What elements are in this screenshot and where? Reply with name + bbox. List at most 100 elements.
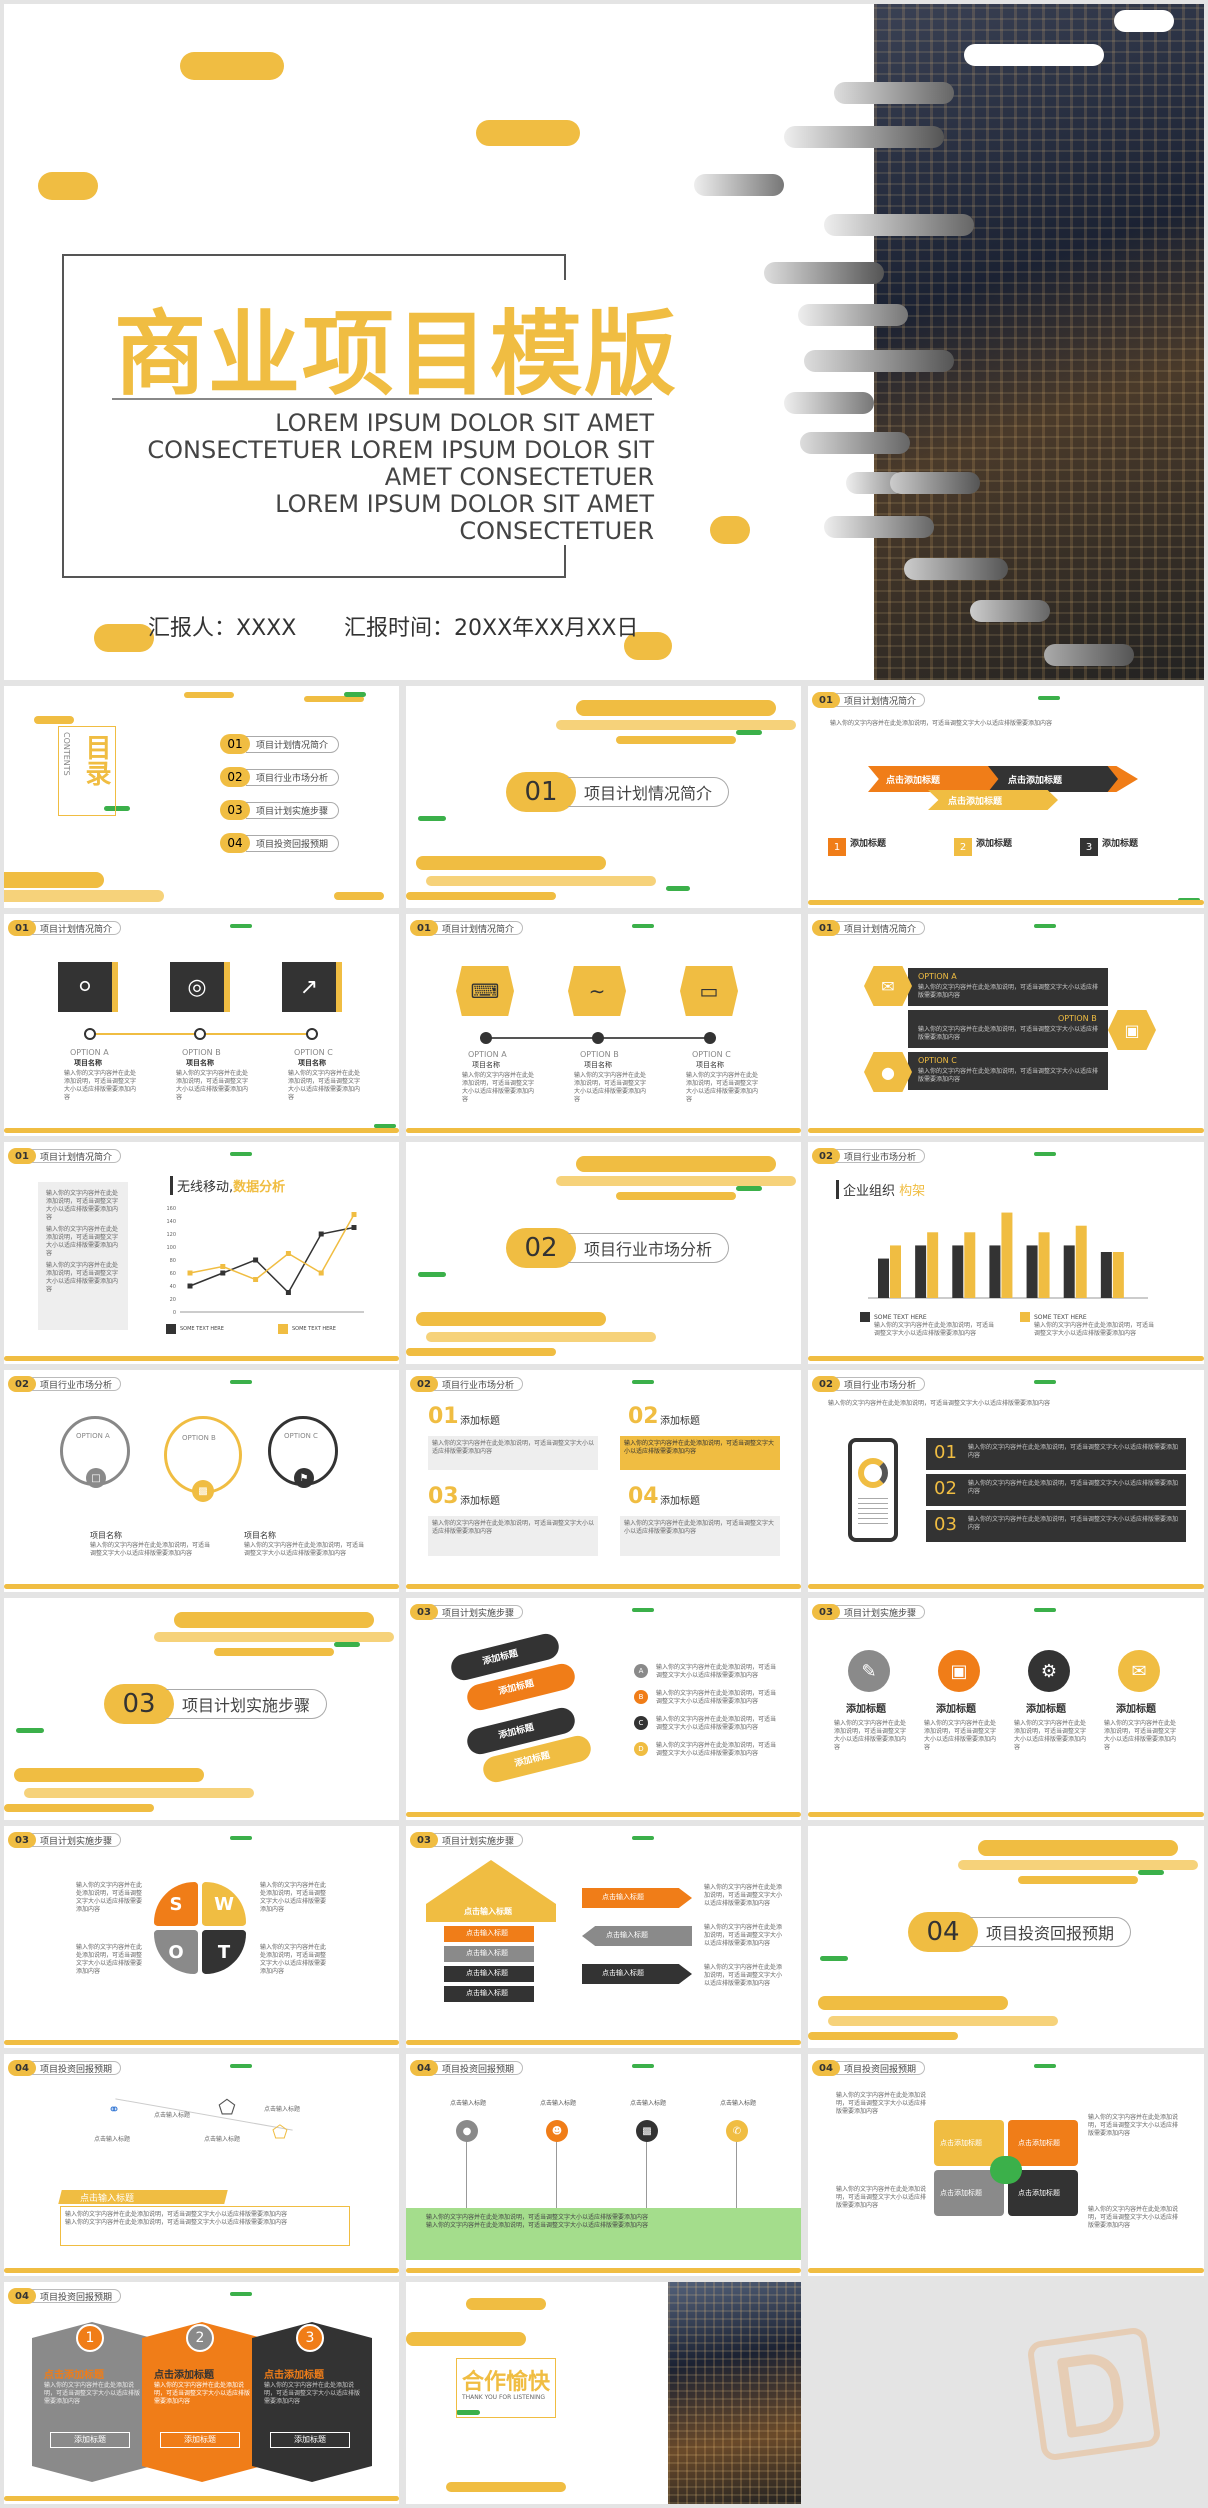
decor-pill	[4, 1584, 399, 1589]
cover-slide[interactable]: 商业项目模版 LOREM IPSUM DOLOR SIT AMET CONSEC…	[4, 4, 1204, 680]
reporter-text: 汇报人：XXXX	[148, 616, 297, 641]
decor-pill	[710, 516, 750, 544]
arrow-up-body	[426, 1904, 556, 1922]
vert-line	[466, 2126, 467, 2214]
timeline-dot	[84, 1028, 96, 1040]
toc-item[interactable]: 02 项目行业市场分析	[220, 767, 340, 787]
slide-01-icons-dark[interactable]: 01 项目计划情况简介 ⚪ ◎ ↗ OPTION A OPTION B OPTIO…	[4, 914, 399, 1136]
decor-pill	[616, 1192, 736, 1200]
slide-02-phone[interactable]: 02 项目行业市场分析 输入你的文字内容并在此处添加说明，可适当调整文字大小以适应…	[808, 1370, 1204, 1592]
step-row	[926, 1438, 1186, 1470]
toc-slide[interactable]: 目录 CONTENTS 01 项目计划情况简介 02 项目行业市场分析 03 项目计划…	[4, 686, 399, 908]
decor-pill	[616, 736, 736, 744]
slide-01-options-bars[interactable]: 01 项目计划情况简介 ✉ ▣ ● OPTION A OPTION B OPTIO…	[808, 914, 1204, 1136]
option-bar	[908, 1010, 1108, 1048]
side-arrow	[582, 1964, 692, 1984]
stack-bar	[444, 1926, 534, 1942]
slide-header: 01 项目计划情况简介	[8, 920, 122, 936]
decor-pill	[1034, 1152, 1056, 1156]
decor-pill	[808, 2032, 958, 2040]
pen-icon: ✎	[848, 1650, 890, 1692]
photo-strip	[800, 432, 910, 454]
slide-header: 03 项目计划实施步骤	[812, 1604, 926, 1620]
graph-icon: ∼	[568, 966, 626, 1016]
thanks-subtitle: THANK YOU FOR LISTENING	[462, 2394, 545, 2401]
decor-pill	[556, 720, 796, 730]
slide-03-four-icons[interactable]: 03 项目计划实施步骤 ✎ ▣ ⚙ ✉ 添加标题 添加标题 添加标题 添加标题 输…	[808, 1598, 1204, 1820]
slide-01-icons-yellow[interactable]: 01 项目计划情况简介 ⌨ ∼ ▭ OPTION A OPTION B OPTIO…	[406, 914, 801, 1136]
section-divider-02[interactable]: 02 项目行业市场分析	[406, 1142, 801, 1364]
decor-pill	[230, 1836, 252, 1840]
decor-pill	[4, 2268, 399, 2273]
swot-t: T	[202, 1930, 246, 1974]
slide-04-hexagons[interactable]: 04 项目投资回报预期 1 2 3 点击添加标题 点击添加标题 点击添加标题 输入…	[4, 2282, 399, 2504]
decor-pill	[416, 856, 606, 870]
data-point	[253, 1277, 259, 1282]
slide-04-network[interactable]: 04 项目投资回报预期 ⚭ ⬠ ⬠ 点击输入标题 点击输入标题 点击输入标题 点击…	[4, 2054, 399, 2276]
decor-pill	[174, 1612, 374, 1628]
slide-02-circles[interactable]: 02 项目行业市场分析 OPTION A OPTION B OPTION C □ …	[4, 1370, 399, 1592]
decor-pill	[632, 1608, 654, 1612]
slide-04-quad[interactable]: 04 项目投资回报预期 点击添加标题 点击添加标题 点击添加标题 点击添加标题 输…	[808, 2054, 1204, 2276]
y-tick-label: 20	[170, 1297, 176, 1303]
bar-heading: 企业组织 构架	[836, 1180, 925, 1199]
decor-pill	[466, 2298, 546, 2310]
step-circle: 2	[186, 2324, 214, 2352]
toc-item[interactable]: 03 项目计划实施步骤	[220, 800, 340, 820]
option-bar	[908, 1052, 1108, 1090]
toc-title: 目录	[81, 734, 111, 786]
decor-pill	[556, 1176, 796, 1186]
stack-bar	[444, 1986, 534, 2002]
decor-pill	[34, 716, 74, 724]
phone-icon: ✆	[726, 2120, 748, 2142]
bar	[1112, 1252, 1124, 1298]
section-divider-01[interactable]: 01 项目计划情况简介	[406, 686, 801, 908]
hex-button[interactable]: 添加标题	[270, 2432, 350, 2448]
decor-pill	[476, 120, 580, 146]
slide-02-bar-chart[interactable]: 02 项目行业市场分析 企业组织 构架 SOME TEXT HERE SOME T…	[808, 1142, 1204, 1364]
monitor-icon: ▭	[680, 966, 738, 1016]
block-number: 01	[428, 1404, 459, 1429]
decor-pill	[4, 1128, 399, 1133]
people-icon: ●	[864, 1052, 912, 1092]
legend-swatch	[278, 1324, 288, 1334]
decor-pill	[426, 1332, 656, 1342]
slide-header: 02 项目行业市场分析	[812, 1148, 926, 1164]
slide-04-timeline[interactable]: 04 项目投资回报预期 点击输入标题 点击输入标题 点击输入标题 点击输入标题 ●…	[406, 2054, 801, 2276]
section-divider-03[interactable]: 03 项目计划实施步骤	[4, 1598, 399, 1820]
bus-icon: ▩	[192, 1480, 214, 1502]
thanks-slide[interactable]: 合作愉快 THANK YOU FOR LISTENING	[406, 2282, 801, 2504]
legend-swatch	[1020, 1312, 1030, 1322]
decor-pill	[214, 1648, 334, 1656]
title-rule	[112, 398, 652, 400]
bar-chart	[868, 1212, 1148, 1299]
decor-pill	[736, 1186, 762, 1191]
slide-01-arrows[interactable]: 01 项目计划情况简介 输入你的文字内容并在此处添加说明，可适当调整文字大小以适应…	[808, 686, 1204, 908]
decor-pill	[1034, 1608, 1056, 1612]
person-icon: ☻	[546, 2120, 568, 2142]
decor-pill	[4, 2496, 399, 2501]
arrow-up-head	[426, 1860, 556, 1904]
section-badge: 03 项目计划实施步骤	[104, 1684, 328, 1724]
section-divider-04[interactable]: 04 项目投资回报预期	[808, 1826, 1204, 2048]
step-circle: 1	[76, 2324, 104, 2352]
hex-button[interactable]: 添加标题	[50, 2432, 130, 2448]
toc-item[interactable]: 04 项目投资回报预期	[220, 833, 340, 853]
decor-pill	[632, 1836, 654, 1840]
toc-item[interactable]: 01 项目计划情况简介	[220, 734, 340, 754]
green-band: 输入你的文字内容并在此处添加说明，可适当调整文字大小以适应排版需要添加内容 输入…	[406, 2208, 801, 2260]
slide-03-swot[interactable]: 03 项目计划实施步骤 S W O T 输入你的文字内容并在此处添加说明，可适当调…	[4, 1826, 399, 2048]
slide-01-line-chart[interactable]: 01 项目计划情况简介 输入你的文字内容并在此处添加说明，可适当调整文字大小以适应…	[4, 1142, 399, 1364]
slide-02-four-blocks[interactable]: 02 项目行业市场分析 01 添加标题 02 添加标题 输入你的文字内容并在此处添…	[406, 1370, 801, 1592]
slide-03-arrow-stack[interactable]: 03 项目计划实施步骤 点击输入标题 点击输入标题 点击输入标题 点击输入标题 点…	[406, 1826, 801, 2048]
decor-pill	[632, 1380, 654, 1384]
decor-pill	[1018, 1876, 1138, 1884]
section-badge: 02 项目行业市场分析	[506, 1228, 730, 1268]
slide-03-chain[interactable]: 03 项目计划实施步骤 添加标题 添加标题 添加标题 添加标题 A B C D 输…	[406, 1598, 801, 1820]
decor-pill	[406, 1584, 801, 1589]
arrow-banner	[928, 790, 1058, 810]
photo-strip	[764, 262, 884, 284]
slide-header: 03 项目计划实施步骤	[8, 1832, 122, 1848]
timeline-dot	[704, 1032, 716, 1044]
hex-button[interactable]: 添加标题	[160, 2432, 240, 2448]
